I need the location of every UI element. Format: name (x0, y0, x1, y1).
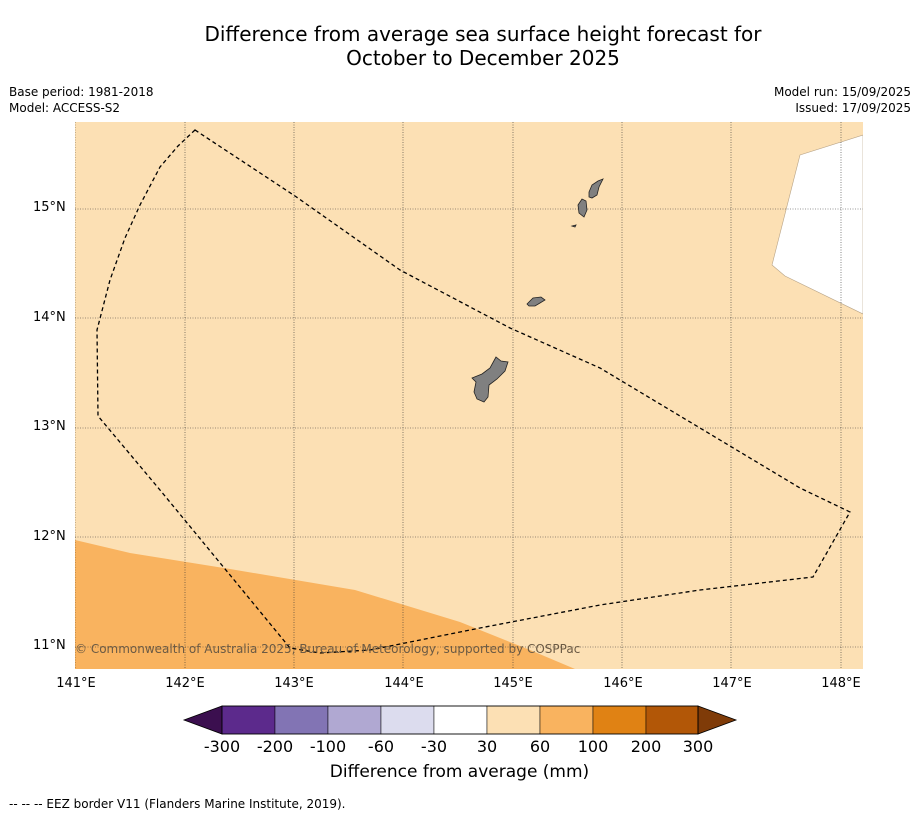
lon-label-142e: 142°E (165, 676, 205, 691)
colorbar-label-8: 100 (577, 737, 609, 756)
colorbar-extend-low (182, 705, 223, 735)
lat-label-14n: 14°N (33, 310, 66, 325)
anomaly-60-100-region (75, 540, 575, 669)
chart-title: Difference from average sea surface heig… (0, 22, 919, 70)
lon-label-148e: 148°E (821, 676, 861, 691)
colorbar-label-10: 300 (682, 737, 714, 756)
copyright-notice: © Commonwealth of Australia 2025, Bureau… (75, 642, 581, 656)
map-area (75, 122, 863, 669)
lon-label-143e: 143°E (274, 676, 314, 691)
title-line-1: Difference from average sea surface heig… (204, 22, 762, 46)
eez-border-legend: -- -- -- EEZ border V11 (Flanders Marine… (9, 797, 346, 811)
lat-label-15n: 15°N (33, 200, 66, 215)
colorbar-label-6: 30 (476, 737, 498, 756)
lon-label-147e: 147°E (712, 676, 752, 691)
meta-right: Model run: 15/09/2025 Issued: 17/09/2025 (774, 84, 911, 116)
lat-label-11n: 11°N (33, 638, 66, 653)
colorbar-bin-9 (645, 705, 699, 735)
gridlines (75, 122, 863, 669)
colorbar-label-2: -200 (256, 737, 294, 756)
saipan-island (588, 178, 604, 199)
eez-border (96, 129, 851, 654)
no-data-region (771, 134, 863, 315)
rota-island (526, 296, 546, 307)
issued-date: Issued: 17/09/2025 (795, 101, 911, 115)
colorbar-bin-2 (274, 705, 329, 735)
colorbar-bin-3 (327, 705, 382, 735)
base-period: Base period: 1981-2018 (9, 85, 154, 99)
lat-label-12n: 12°N (33, 529, 66, 544)
meta-left: Base period: 1981-2018 Model: ACCESS-S2 (9, 84, 154, 116)
aguijan-island (570, 224, 577, 228)
colorbar-bin-4 (380, 705, 435, 735)
colorbar-bin-7 (539, 705, 594, 735)
lon-label-141e: 141°E (56, 676, 96, 691)
colorbar-bin-6 (486, 705, 541, 735)
lat-label-13n: 13°N (33, 419, 66, 434)
colorbar-label-5: -30 (420, 737, 448, 756)
colorbar-label-7: 60 (529, 737, 551, 756)
model-run: Model run: 15/09/2025 (773, 85, 911, 99)
lon-label-145e: 145°E (493, 676, 533, 691)
colorbar-label-4: -60 (367, 737, 395, 756)
islands (471, 178, 604, 403)
colorbar-bin-5 (433, 705, 488, 735)
colorbar-bin-8 (592, 705, 647, 735)
guam-island (471, 356, 509, 403)
colorbar-label-1: -300 (203, 737, 241, 756)
colorbar-title: Difference from average (mm) (329, 762, 590, 782)
colorbar-label-9: 200 (630, 737, 662, 756)
title-line-2: October to December 2025 (346, 46, 620, 70)
colorbar-bin-1 (221, 705, 276, 735)
model-name: Model: ACCESS-S2 (9, 101, 121, 115)
colorbar-label-3: -100 (309, 737, 347, 756)
tinian-island (577, 198, 588, 218)
lon-label-146e: 146°E (603, 676, 643, 691)
lon-label-144e: 144°E (384, 676, 424, 691)
colorbar-extend-high (697, 705, 738, 735)
